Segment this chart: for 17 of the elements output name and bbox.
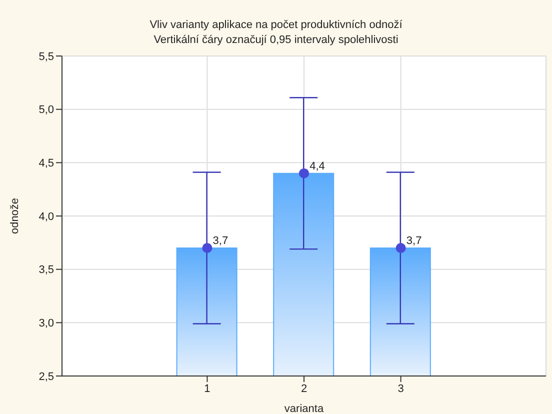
y-tick-label: 3,5 bbox=[38, 264, 54, 276]
x-tick-label: 3 bbox=[398, 382, 404, 395]
data-label: 3,7 bbox=[406, 235, 422, 247]
chart-subtitle: Vertikální čáry označují 0,95 intervaly spolehlivosti bbox=[152, 33, 400, 48]
x-axis-title: varianta bbox=[284, 403, 324, 414]
y-tick-label: 3,0 bbox=[38, 318, 54, 330]
y-tick-label: 2,5 bbox=[38, 370, 54, 383]
data-label: 3,7 bbox=[212, 235, 228, 247]
y-tick-label: 5,0 bbox=[38, 104, 54, 116]
data-label: 4,4 bbox=[310, 160, 325, 172]
x-tick-label: 1 bbox=[204, 382, 210, 395]
y-tick-label: 4,0 bbox=[38, 210, 54, 223]
y-tick-label: 5,5 bbox=[38, 50, 54, 63]
y-tick-label: 4,5 bbox=[38, 158, 54, 170]
chart-title: Vliv varianty aplikace na počet produktivních odnoží bbox=[148, 18, 404, 33]
x-tick-label: 2 bbox=[300, 382, 308, 395]
y-axis-title: odnože bbox=[8, 198, 21, 234]
